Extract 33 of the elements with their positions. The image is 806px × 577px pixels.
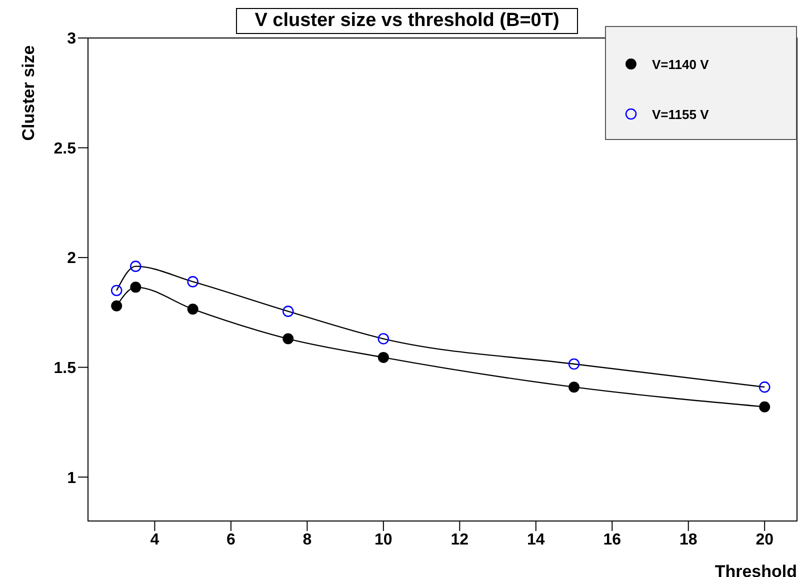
point [759,401,770,412]
x-tick-label: 8 [302,531,312,548]
y-tick-label: 1 [67,470,76,487]
point [111,300,122,312]
point [378,333,390,344]
y-tick-label: 2.5 [54,140,76,158]
point [378,352,389,363]
point [187,304,198,315]
y-tick-label: 2 [67,250,76,268]
point [110,284,122,296]
x-tick-label: 6 [226,531,236,548]
y-tick-label: 3 [67,30,76,48]
legend-label: V=1140 V [652,56,709,72]
x-axis-title: Threshold [714,562,797,577]
x-tick-label: 10 [374,531,392,548]
x-tick-label: 18 [679,531,698,548]
y-tick-label: 1.5 [54,360,76,377]
point [568,382,580,393]
point [130,260,142,272]
point [130,282,142,293]
point [282,306,294,317]
x-tick-label: 4 [150,531,160,548]
x-tick-label: 12 [450,531,469,548]
point [758,381,770,393]
point [568,358,580,370]
legend-label: V=1155 V [652,106,709,122]
x-tick-label: 14 [526,531,545,548]
point [282,333,294,344]
point [187,276,198,288]
x-tick-label: 20 [756,531,774,548]
y-axis-title: Cluster size [19,45,38,141]
x-tick-label: 16 [603,531,622,548]
chart-title: V cluster size vs threshold (B=0T) [236,8,578,34]
